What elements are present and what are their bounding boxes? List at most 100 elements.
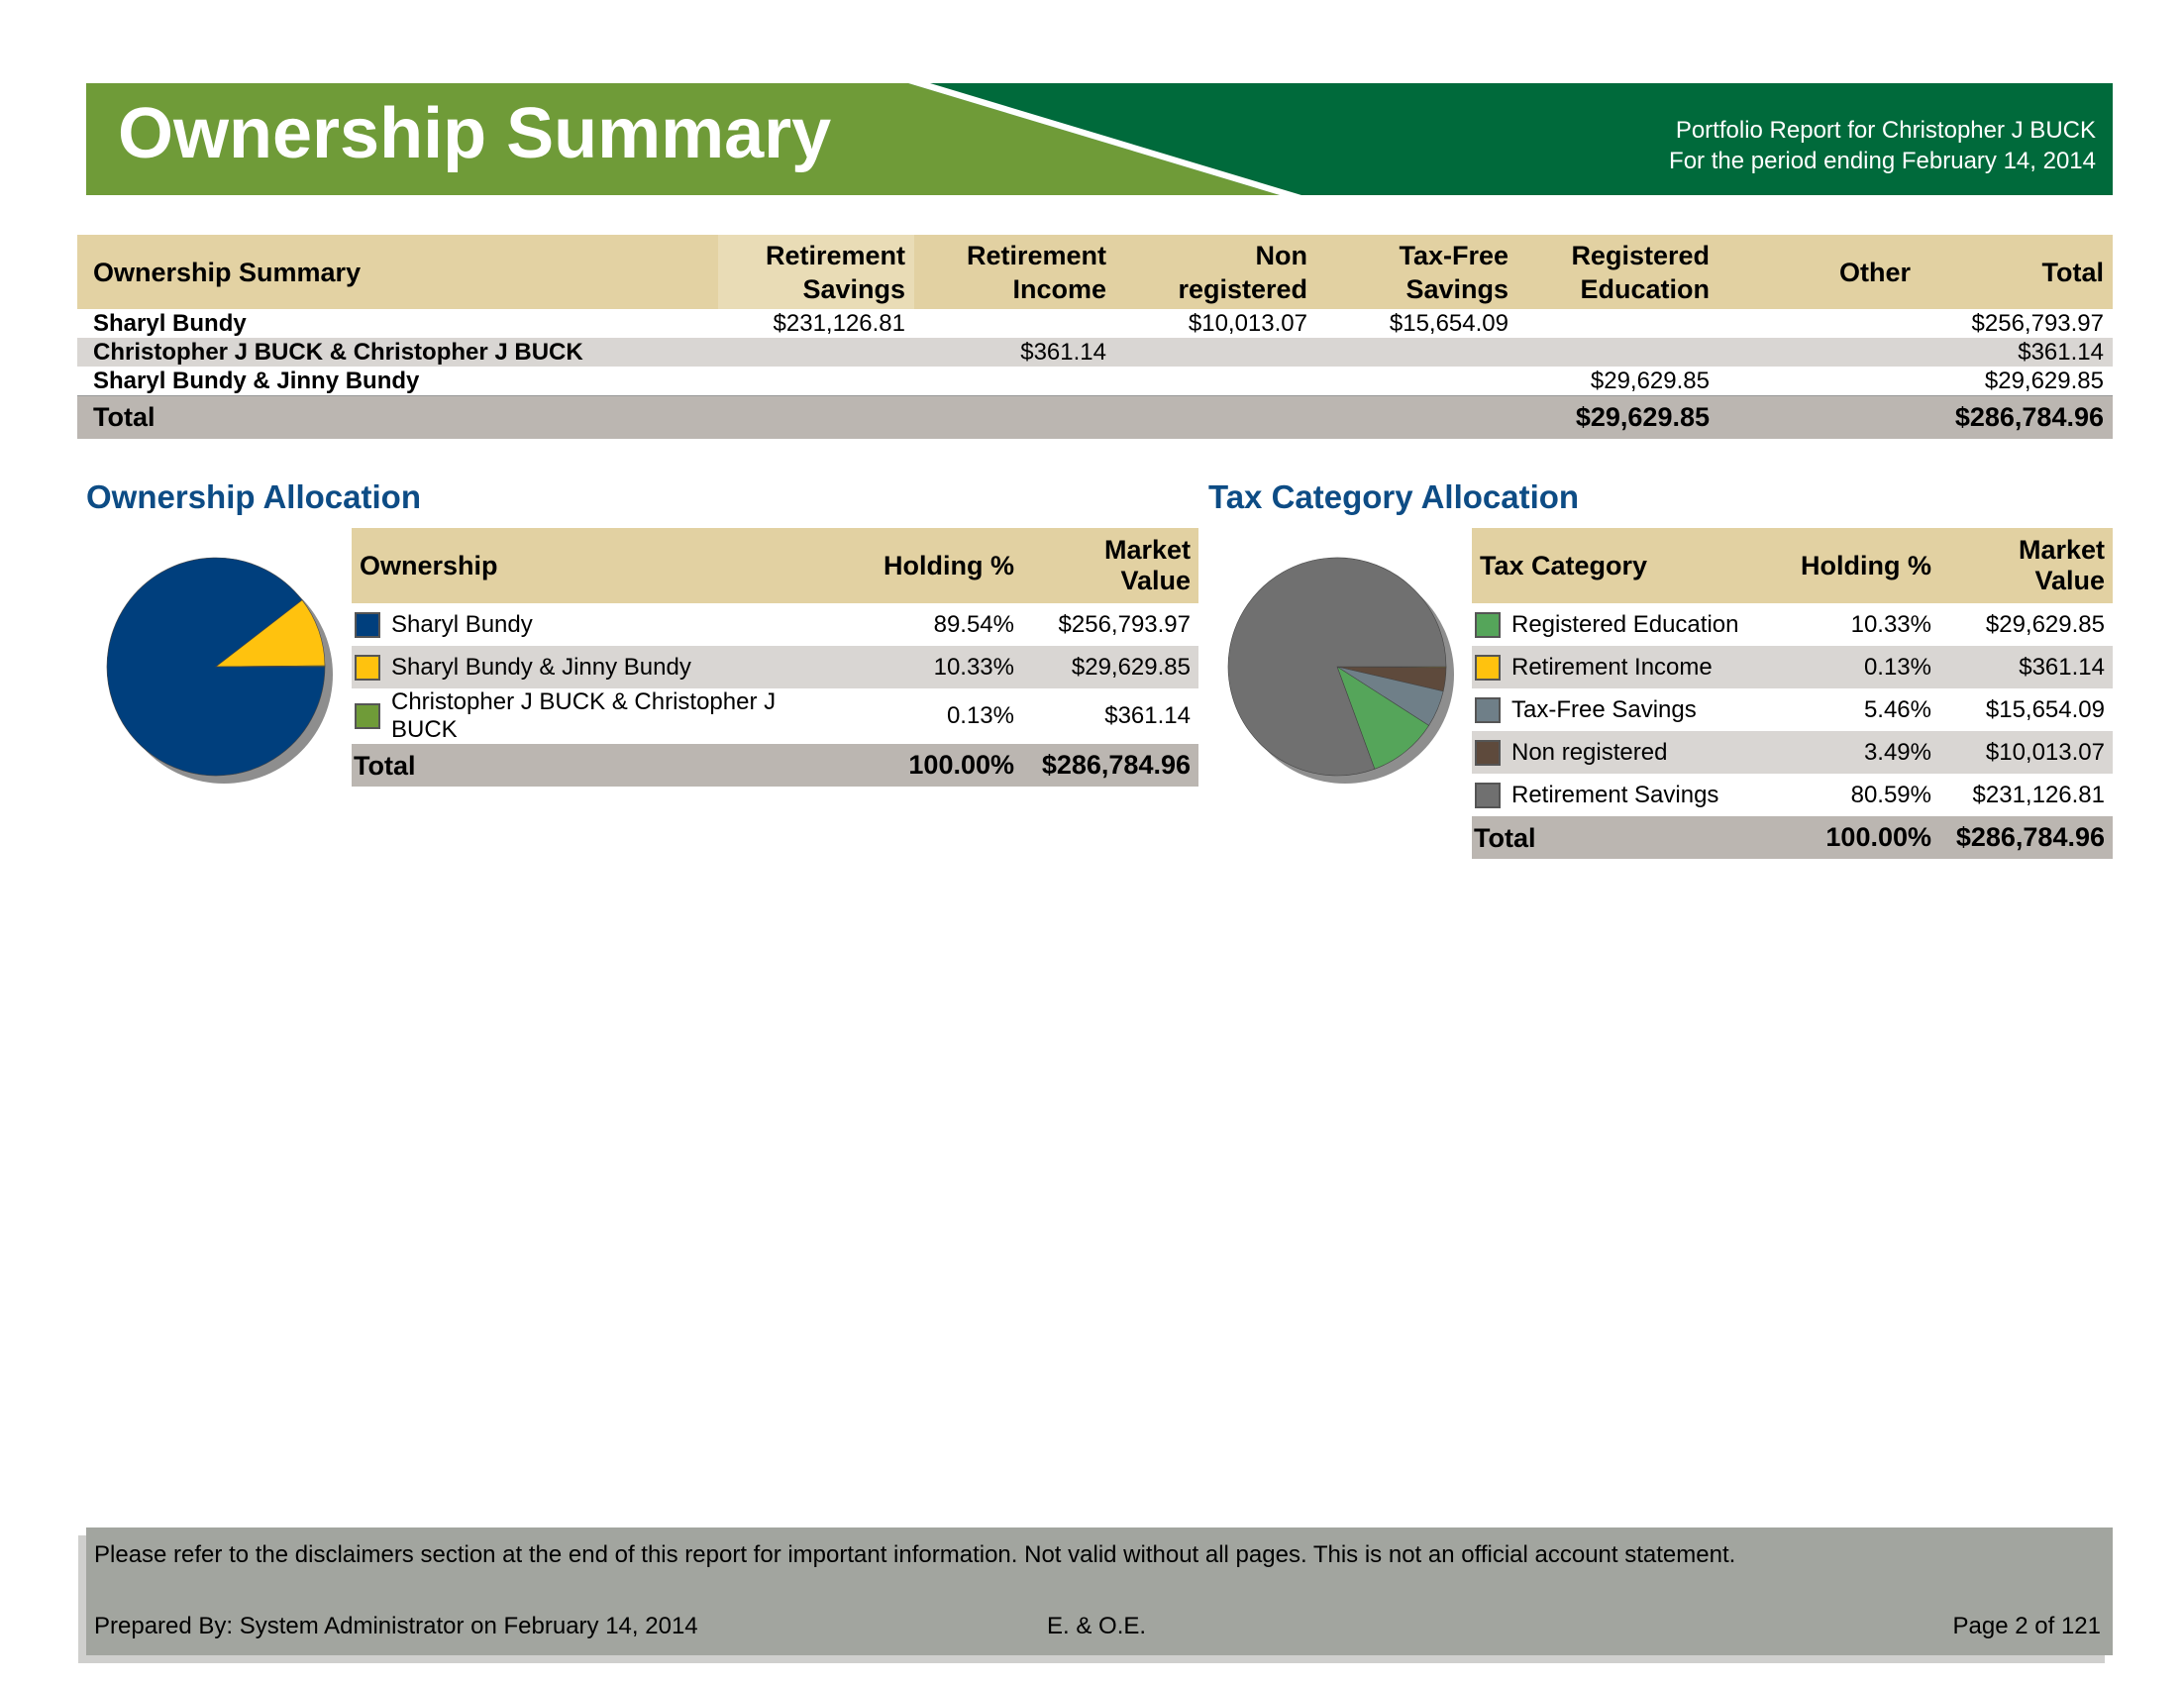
category-name: Non registered xyxy=(1511,738,1668,766)
holding-cell: 10.33% xyxy=(853,646,1022,688)
cell xyxy=(1316,395,1517,439)
alloc-header-row: Tax Category Holding % Market Value xyxy=(1472,528,2113,603)
table-row: Registered Education 10.33% $29,629.85 xyxy=(1472,603,2113,646)
table-row: Sharyl Bundy $231,126.81 $10,013.07 $15,… xyxy=(77,309,2113,338)
cell xyxy=(1718,338,1920,367)
owner-name: Sharyl Bundy xyxy=(391,610,533,638)
pie-slice-christopher-j-buck-christopher-j-buck xyxy=(215,665,326,668)
category-name-cell: Retirement Savings xyxy=(1472,774,1775,816)
legend-swatch xyxy=(355,703,380,729)
col-line: Non xyxy=(1255,240,1307,270)
legend-swatch xyxy=(1475,611,1501,638)
total-value: $286,784.96 xyxy=(1022,744,1198,787)
cell: Total xyxy=(77,395,718,439)
total-holding: 100.00% xyxy=(853,744,1022,787)
col-line: Retirement xyxy=(765,240,905,270)
category-name: Retirement Savings xyxy=(1511,781,1719,808)
owner-name-cell: Sharyl Bundy xyxy=(352,603,853,646)
category-name: Registered Education xyxy=(1511,610,1739,638)
cell: Sharyl Bundy & Jinny Bundy xyxy=(93,367,420,394)
summary-col-retirement-savings: Retirement Savings xyxy=(718,235,914,309)
col-holding: Holding % xyxy=(1775,528,1939,603)
col-line: Retirement xyxy=(966,240,1106,270)
holding-cell: 3.49% xyxy=(1775,731,1939,774)
page-number: Page 2 of 121 xyxy=(1952,1613,2101,1639)
cell: $29,629.85 xyxy=(1590,367,1710,394)
total-holding: 100.00% xyxy=(1775,816,1939,859)
cell: $361.14 xyxy=(914,338,1115,367)
cell xyxy=(1718,367,1920,396)
category-name-cell: Tax-Free Savings xyxy=(1472,688,1775,731)
cell: $231,126.81 xyxy=(773,309,905,337)
table-row: Sharyl Bundy & Jinny Bundy $29,629.85 $2… xyxy=(77,367,2113,396)
pie-slice-registered-education xyxy=(1336,666,1429,770)
ownership-pie-chart xyxy=(106,557,333,784)
legend-swatch xyxy=(1475,739,1501,766)
summary-col-registered-education: Registered Education xyxy=(1517,235,1718,309)
col-market-value: Market Value xyxy=(1022,528,1198,603)
value-cell: $256,793.97 xyxy=(1058,610,1191,638)
holding-cell: 5.46% xyxy=(1863,695,1931,723)
category-name: Retirement Income xyxy=(1511,653,1713,681)
table-row: Sharyl Bundy 89.54% $256,793.97 xyxy=(352,603,1198,646)
col-market-value: Market Value xyxy=(1939,528,2113,603)
cell xyxy=(1517,309,1718,338)
report-for: Portfolio Report for Christopher J BUCK xyxy=(1675,117,2096,144)
banner-light-green xyxy=(86,83,1280,195)
holding-cell: 0.13% xyxy=(1775,646,1939,688)
col-ownership: Ownership xyxy=(352,528,853,603)
banner-graphic xyxy=(86,83,2113,195)
col-holding: Holding % xyxy=(853,528,1022,603)
table-row: Tax-Free Savings 5.46% $15,654.09 xyxy=(1472,688,2113,731)
pie-slices xyxy=(106,557,326,777)
alloc-total-row: Total 100.00% $286,784.96 xyxy=(1472,816,2113,859)
value-cell: $15,654.09 xyxy=(1985,695,2105,723)
legend-swatch xyxy=(1475,654,1501,681)
legend-swatch xyxy=(1475,782,1501,808)
tax-category-pie-chart xyxy=(1227,557,1454,784)
ownership-allocation-title: Ownership Allocation xyxy=(86,478,421,515)
cell xyxy=(914,309,1115,338)
holding-cell: 0.13% xyxy=(946,702,1014,729)
summary-header-row: Ownership Summary Retirement Savings Reti… xyxy=(77,235,2113,309)
summary-col-tax-free-savings: Tax-Free Savings xyxy=(1316,235,1517,309)
tax-category-allocation-table: Tax Category Holding % Market Value Regi… xyxy=(1472,528,2113,859)
table-row: Christopher J BUCK & Christopher J BUCK … xyxy=(77,338,2113,367)
cell xyxy=(1718,309,1920,338)
summary-col-total: Total xyxy=(1920,235,2113,309)
cell xyxy=(914,395,1115,439)
owner-name-cell: Christopher J BUCK & Christopher J BUCK xyxy=(352,688,853,744)
cell xyxy=(718,395,914,439)
cell xyxy=(914,367,1115,396)
col-line: Tax-Free xyxy=(1399,240,1508,270)
cell: $286,784.96 xyxy=(1920,395,2113,439)
col-line: Registered xyxy=(1571,240,1710,270)
category-name-cell: Retirement Income xyxy=(1472,646,1775,688)
ownership-allocation-table: Ownership Holding % Market Value Sharyl … xyxy=(352,528,1198,787)
disclaimer-text: Please refer to the disclaimers section … xyxy=(94,1541,1736,1568)
report-subtitle: Portfolio Report for Christopher J BUCK … xyxy=(1669,115,2096,176)
total-label: Total xyxy=(352,744,853,787)
value-cell: $10,013.07 xyxy=(1939,731,2113,774)
pie-slice-retirement-savings xyxy=(1227,557,1447,777)
prepared-by: Prepared By: System Administrator on Feb… xyxy=(94,1613,698,1639)
cell: $10,013.07 xyxy=(1188,309,1307,337)
cell: $29,629.85 xyxy=(1984,367,2104,394)
summary-total-row: Total $29,629.85 $286,784.96 xyxy=(77,395,2113,439)
table-row: Retirement Savings 80.59% $231,126.81 xyxy=(1472,774,2113,816)
report-period: For the period ending February 14, 2014 xyxy=(1669,148,2096,174)
table-row: Retirement Income 0.13% $361.14 xyxy=(1472,646,2113,688)
holding-cell: 89.54% xyxy=(933,610,1014,638)
legend-swatch xyxy=(355,611,380,638)
total-label: Total xyxy=(1472,816,1775,859)
value-cell: $231,126.81 xyxy=(1972,781,2105,808)
legend-swatch xyxy=(355,654,380,681)
category-name: Tax-Free Savings xyxy=(1511,695,1697,723)
col-tax-category: Tax Category xyxy=(1472,528,1775,603)
col-line: Income xyxy=(1012,273,1106,304)
tax-category-allocation-title: Tax Category Allocation xyxy=(1208,478,1580,515)
cell: $361.14 xyxy=(1920,338,2113,367)
legend-swatch xyxy=(1475,696,1501,723)
cell: Christopher J BUCK & Christopher J BUCK xyxy=(77,338,718,367)
category-name-cell: Non registered xyxy=(1472,731,1775,774)
